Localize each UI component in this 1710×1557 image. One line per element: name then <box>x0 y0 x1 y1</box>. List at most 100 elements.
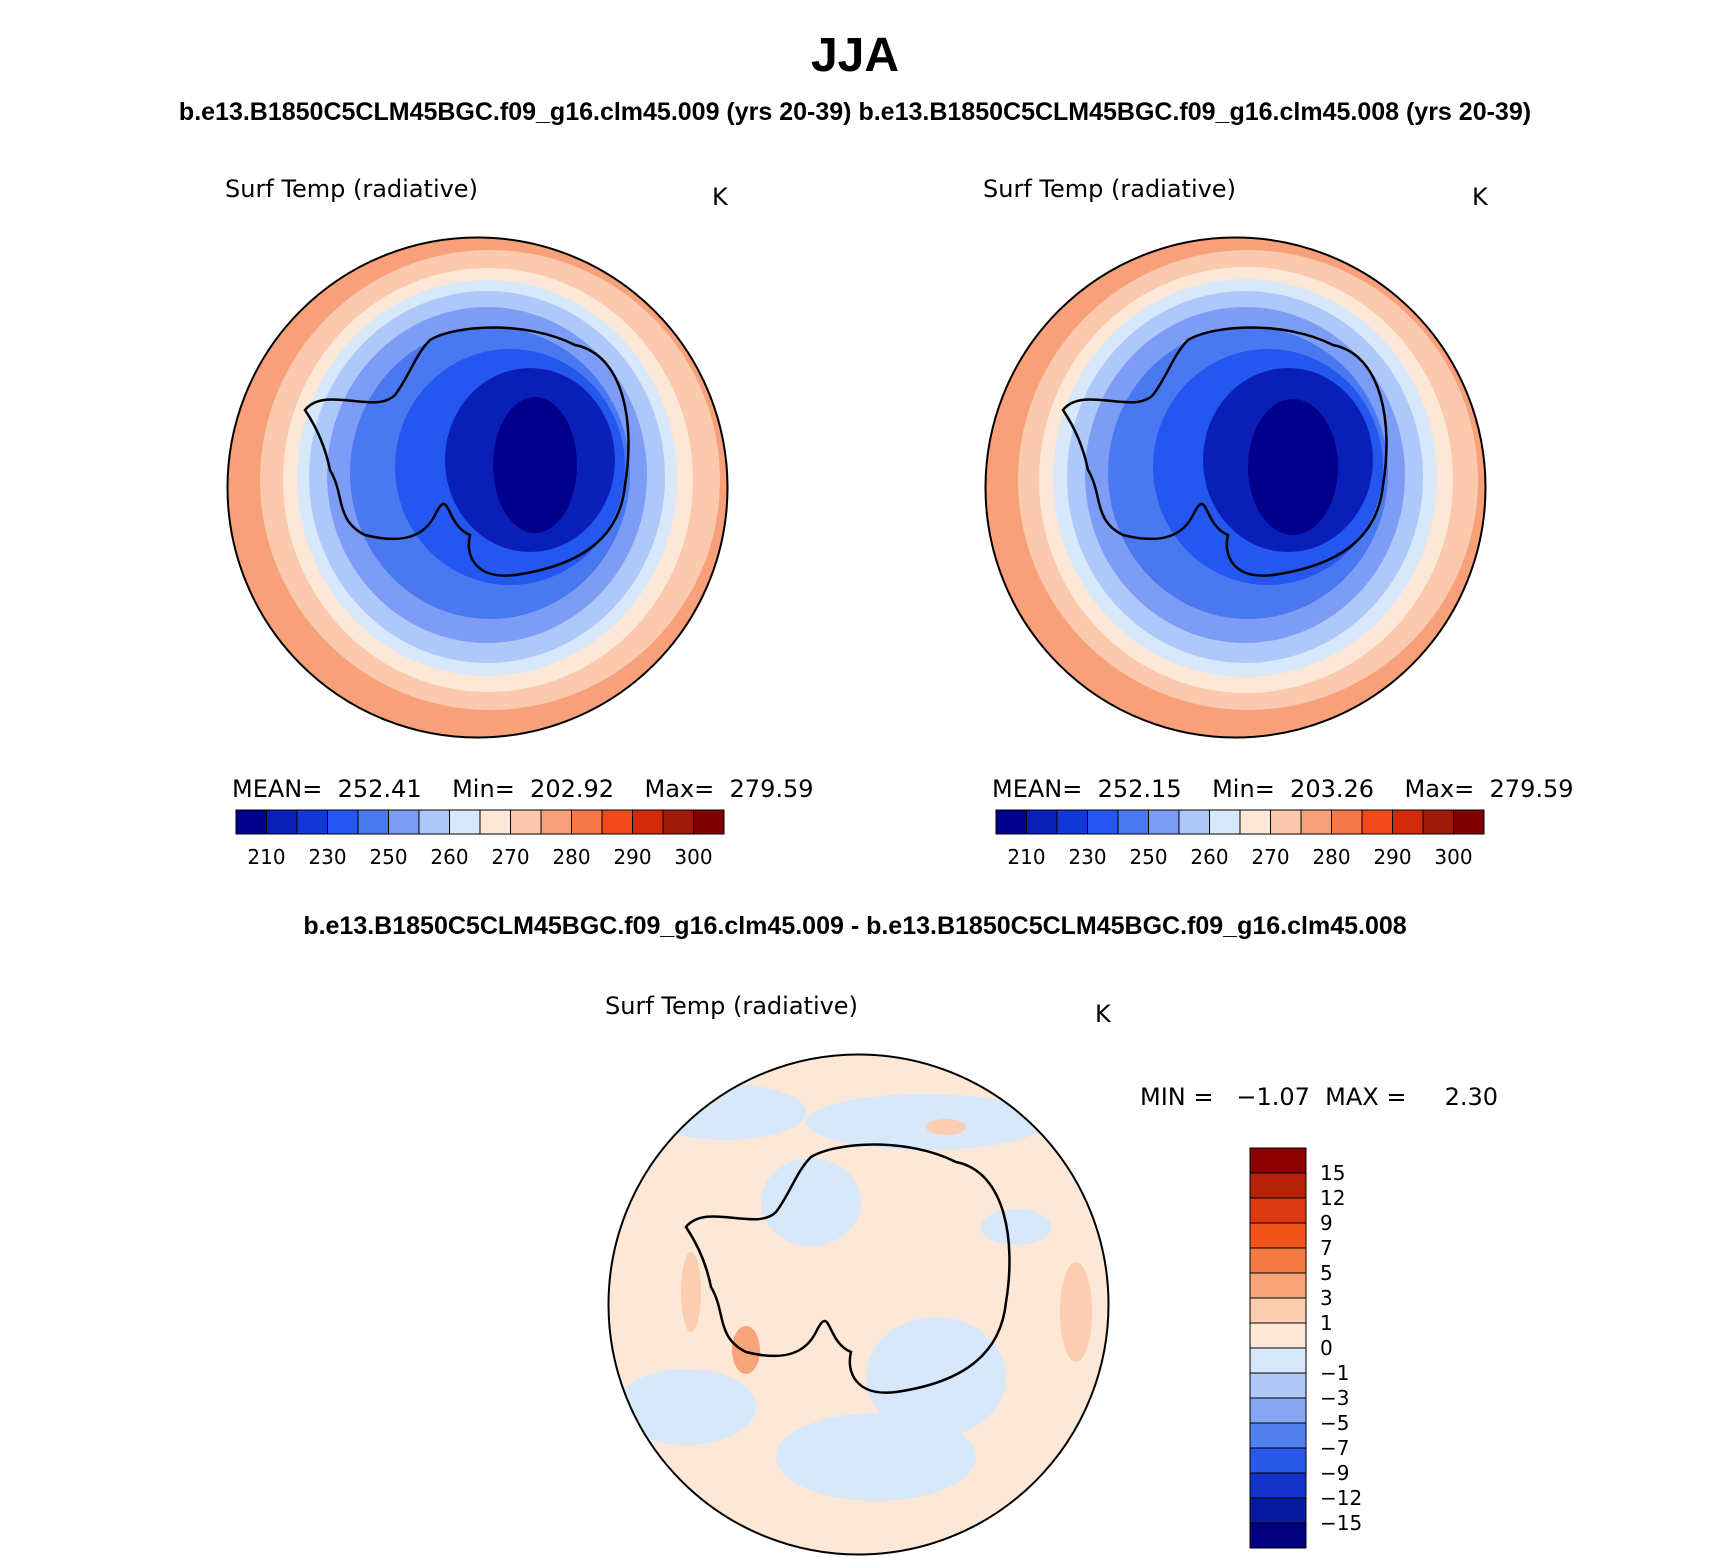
panel3-colorbar-tick-label: −1 <box>1320 1361 1349 1385</box>
panel1-colorbar-swatch <box>693 809 725 835</box>
panel1-colorbar-swatch <box>632 809 664 835</box>
panel1-colorbar-swatch <box>479 809 511 835</box>
panel3-coastline <box>684 1143 1011 1394</box>
panel3-colorbar-tick-label: 9 <box>1320 1211 1333 1235</box>
panel1-colorbar-swatch <box>540 809 572 835</box>
panel3-colorbar-swatch <box>1249 1422 1307 1449</box>
panel1-colorbar-swatch <box>357 809 389 835</box>
panel2-colorbar-swatch <box>1300 809 1332 835</box>
panel2-colorbar: 210 230 250 260 270 280 290 300 <box>995 809 1485 869</box>
panel1-polar-map <box>226 236 729 739</box>
panel1-colorbar: 210 230 250 260 270 280 290 300 <box>235 809 725 869</box>
panel2-colorbar-tick-label: 290 <box>1373 845 1411 869</box>
panel3-colorbar-swatch <box>1249 1222 1307 1249</box>
panel3-colorbar-tick-label: 3 <box>1320 1286 1333 1310</box>
panel2-colorbar-swatch <box>995 809 1027 835</box>
panel3-variable-label: Surf Temp (radiative) <box>605 992 858 1020</box>
panel2-polar-map <box>984 236 1487 739</box>
panel1-colorbar-swatch <box>296 809 328 835</box>
panel3-colorbar-swatch <box>1249 1522 1307 1549</box>
panel3-colorbar-swatch <box>1249 1197 1307 1224</box>
panel1-colorbar-swatch <box>662 809 694 835</box>
difference-title: b.e13.B1850C5CLM45BGC.f09_g16.clm45.009 … <box>303 912 1407 940</box>
panel3-colorbar-swatch <box>1249 1372 1307 1399</box>
panel2-units-label: K <box>1472 183 1488 211</box>
panel3-colorbar-tick-label: 12 <box>1320 1186 1345 1210</box>
panel3-colorbar-tick-label: 15 <box>1320 1161 1345 1185</box>
panel3-positive-patch <box>926 1119 966 1135</box>
panel1-colorbar-swatch <box>327 809 359 835</box>
panel2-coastline <box>1061 326 1388 577</box>
panel1-colorbar-swatch <box>388 809 420 835</box>
panel1-colorbar-tick-label: 210 <box>247 845 285 869</box>
panel2-map-border <box>984 236 1487 739</box>
panel2-colorbar-swatch <box>1239 809 1271 835</box>
panel3-colorbar-tick-label: 5 <box>1320 1261 1333 1285</box>
panel1-variable-label: Surf Temp (radiative) <box>225 175 478 203</box>
panel3-colorbar-swatch <box>1249 1147 1307 1174</box>
panel3-colorbar-tick-label: 1 <box>1320 1311 1333 1335</box>
panel2-colorbar-swatch <box>1026 809 1058 835</box>
panel3-negative-patch <box>866 1317 1006 1437</box>
panel3-colorbar-tick-label: −12 <box>1320 1486 1362 1510</box>
panel3-units-label: K <box>1095 1000 1111 1028</box>
panel3-negative-patch <box>981 1209 1051 1245</box>
panel3-colorbar-tick-label: −15 <box>1320 1511 1362 1535</box>
panel3-stats: MIN = −1.07 MAX = 2.30 <box>1140 1083 1499 1111</box>
panel2-colorbar-tick-label: 230 <box>1068 845 1106 869</box>
panel2-colorbar-tick-label: 260 <box>1190 845 1228 869</box>
figure-title: JJA <box>810 29 900 82</box>
panel1-colorbar-tick-label: 290 <box>613 845 651 869</box>
case-b-title: b.e13.B1850C5CLM45BGC.f09_g16.clm45.008 … <box>858 98 1532 126</box>
panel2-colorbar-swatch <box>1361 809 1393 835</box>
panel3-colorbar-swatch <box>1249 1347 1307 1374</box>
panel2-colorbar-swatch <box>1331 809 1363 835</box>
panel3-colorbar-swatch <box>1249 1247 1307 1274</box>
panel2-variable-label: Surf Temp (radiative) <box>983 175 1236 203</box>
panel3-colorbar-swatch <box>1249 1272 1307 1299</box>
panel3-colorbar-swatch <box>1249 1447 1307 1474</box>
panel1-units-label: K <box>712 183 728 211</box>
panel2-colorbar-tick-label: 280 <box>1312 845 1350 869</box>
case-titles-line: b.e13.B1850C5CLM45BGC.f09_g16.clm45.009 … <box>0 98 1710 127</box>
panel2-colorbar-swatch <box>1422 809 1454 835</box>
panel2-colorbar-swatch <box>1056 809 1088 835</box>
panel2-colorbar-swatch <box>1178 809 1210 835</box>
panel1-stats: MEAN= 252.41 Min= 202.92 Max= 279.59 <box>232 775 814 803</box>
panel1-colorbar-swatch <box>266 809 298 835</box>
panel3-colorbar-tick-label: 7 <box>1320 1236 1333 1260</box>
panel2-colorbar-swatch <box>1148 809 1180 835</box>
panel2-stats: MEAN= 252.15 Min= 203.26 Max= 279.59 <box>992 775 1574 803</box>
panel1-colorbar-tick-label: 270 <box>491 845 529 869</box>
panel3-colorbar-swatch <box>1249 1172 1307 1199</box>
panel1-colorbar-swatch <box>601 809 633 835</box>
panel3-colorbar-swatch <box>1249 1497 1307 1524</box>
panel3-positive-patch <box>732 1326 760 1374</box>
panel2-colorbar-tick-label: 300 <box>1434 845 1472 869</box>
panel2-colorbar-tick-label: 210 <box>1007 845 1045 869</box>
panel1-colorbar-tick-label: 230 <box>308 845 346 869</box>
panel2-colorbar-tick-label: 250 <box>1129 845 1167 869</box>
panel1-colorbar-tick-label: 280 <box>552 845 590 869</box>
panel3-colorbar-tick-label: 0 <box>1320 1336 1333 1360</box>
panel3-colorbar-tick-label: −5 <box>1320 1411 1349 1435</box>
panel3-colorbar-tick-label: −7 <box>1320 1436 1349 1460</box>
panel3-colorbar-swatch <box>1249 1322 1307 1349</box>
panel1-coastline <box>303 326 630 577</box>
panel3-negative-patch <box>761 1158 861 1246</box>
panel2-band-210 <box>1248 399 1338 535</box>
panel3-colorbar-tick-label: −9 <box>1320 1461 1349 1485</box>
panel3-positive-patch <box>681 1252 701 1332</box>
panel1-colorbar-tick-label: 250 <box>369 845 407 869</box>
panel3-colorbar-swatch <box>1249 1397 1307 1424</box>
case-a-title: b.e13.B1850C5CLM45BGC.f09_g16.clm45.009 … <box>178 98 852 126</box>
panel3-colorbar-swatch <box>1249 1472 1307 1499</box>
panel3-negative-patch <box>616 1369 756 1445</box>
panel1-colorbar-swatch <box>571 809 603 835</box>
panel2-colorbar-tick-label: 270 <box>1251 845 1289 869</box>
panel2-colorbar-swatch <box>1270 809 1302 835</box>
panel1-colorbar-swatch <box>510 809 542 835</box>
panel1-band-210 <box>493 397 577 533</box>
panel2-colorbar-swatch <box>1392 809 1424 835</box>
panel3-negative-patch <box>806 1094 1046 1150</box>
